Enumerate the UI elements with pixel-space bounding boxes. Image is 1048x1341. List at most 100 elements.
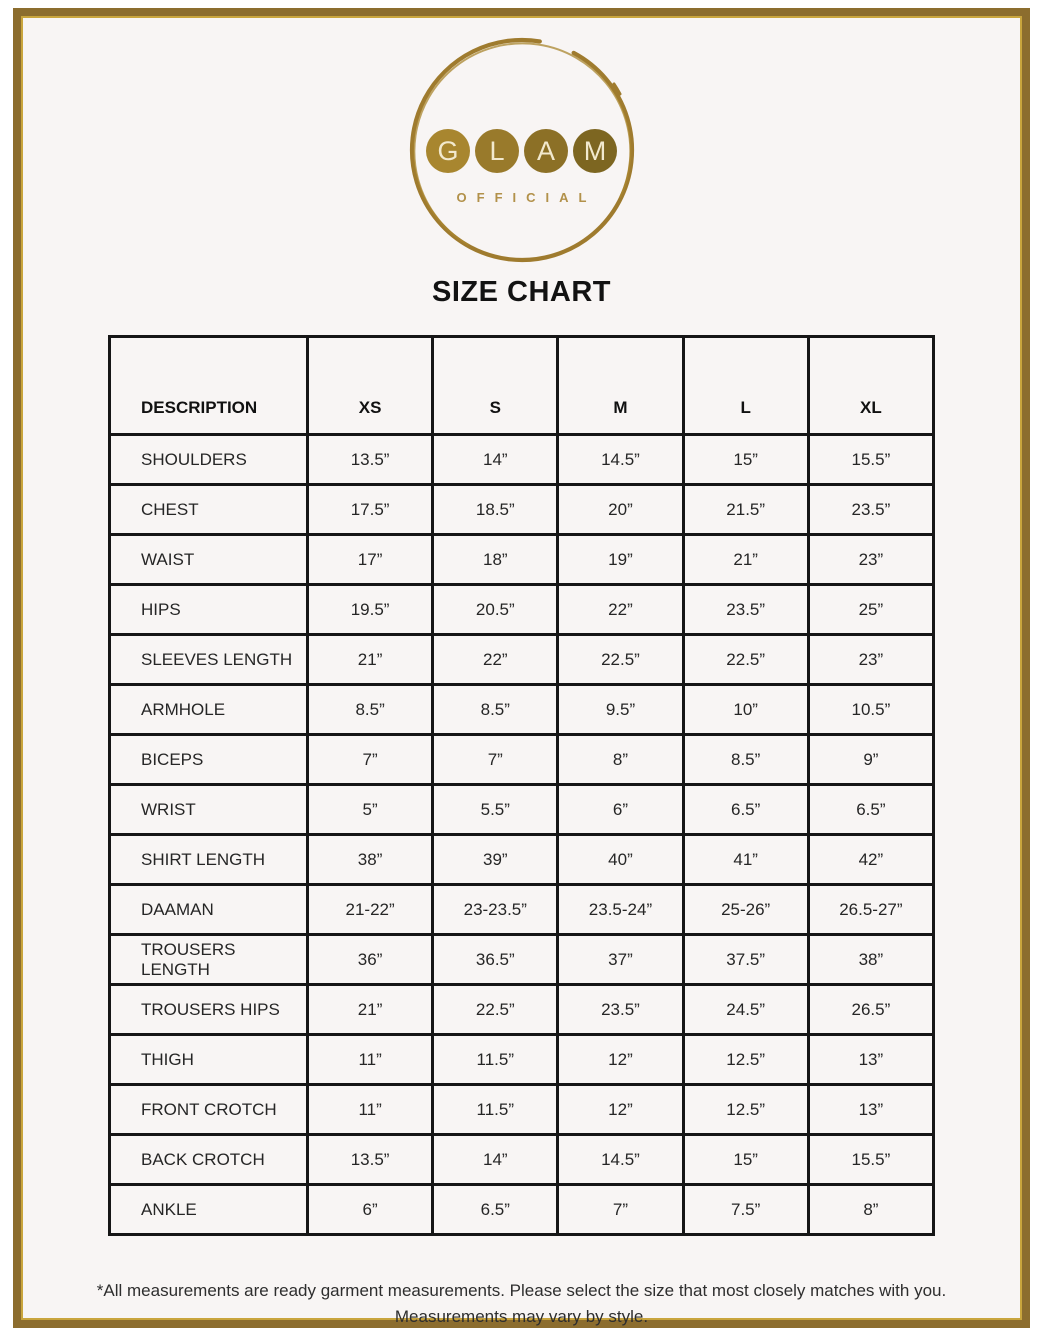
- table-row: CHEST 17.5” 18.5” 20” 21.5” 23.5”: [108, 483, 936, 536]
- page-frame: G L A M OFFICIAL SIZE CHART DESCRIPTION …: [13, 8, 1030, 1328]
- size-value-cell: 11.5”: [431, 1033, 560, 1086]
- size-value-cell: 23”: [806, 533, 936, 586]
- size-value-cell: 22”: [431, 633, 560, 686]
- size-value-cell: 17”: [305, 533, 435, 586]
- size-value-cell: 12.5”: [681, 1083, 810, 1136]
- size-table-body: SHOULDERS 13.5” 14” 14.5” 15” 15.5” CHEST 17.5”…: [108, 433, 936, 1236]
- table-row: ANKLE 6” 6.5” 7” 7.5” 8”: [108, 1183, 936, 1236]
- size-value-cell: 23-23.5”: [431, 883, 560, 936]
- size-value-cell: 38”: [305, 833, 435, 886]
- table-header-row: DESCRIPTION XS S M L XL: [108, 335, 936, 436]
- size-value-cell: 23.5”: [556, 983, 685, 1036]
- size-value-cell: 17.5”: [305, 483, 435, 536]
- size-value-cell: 8”: [806, 1183, 936, 1236]
- size-value-cell: 7”: [431, 733, 560, 786]
- footer-disclaimer: *All measurements are ready garment meas…: [21, 1278, 1022, 1329]
- logo-letter-circle: A: [524, 129, 568, 173]
- size-value-cell: 10”: [681, 683, 810, 736]
- size-value-cell: 22”: [556, 583, 685, 636]
- size-value-cell: 7.5”: [681, 1183, 810, 1236]
- page-title: SIZE CHART: [432, 276, 611, 308]
- size-value-cell: 13”: [806, 1033, 936, 1086]
- size-value-cell: 13.5”: [305, 1133, 435, 1186]
- size-value-cell: 24.5”: [681, 983, 810, 1036]
- size-value-cell: 11.5”: [431, 1083, 560, 1136]
- size-value-cell: 23.5”: [681, 583, 810, 636]
- size-value-cell: 12”: [556, 1033, 685, 1086]
- size-value-cell: 14”: [431, 1133, 560, 1186]
- column-header-s: S: [431, 335, 560, 436]
- size-value-cell: 15”: [681, 1133, 810, 1186]
- size-value-cell: 19”: [556, 533, 685, 586]
- row-label: CHEST: [108, 483, 309, 536]
- table-row: WAIST 17” 18” 19” 21” 23”: [108, 533, 936, 586]
- size-value-cell: 18”: [431, 533, 560, 586]
- table-row: TROUSERS HIPS 21” 22.5” 23.5” 24.5” 26.5”: [108, 983, 936, 1036]
- size-value-cell: 20.5”: [431, 583, 560, 636]
- footer-line-1: *All measurements are ready garment meas…: [96, 1281, 947, 1300]
- logo-letter: A: [536, 135, 555, 166]
- logo-letter-circle: L: [475, 129, 519, 173]
- row-label: BICEPS: [108, 733, 309, 786]
- logo-letter-circle: G: [426, 129, 470, 173]
- size-value-cell: 6”: [305, 1183, 435, 1236]
- size-value-cell: 21.5”: [681, 483, 810, 536]
- size-value-cell: 11”: [305, 1033, 435, 1086]
- size-value-cell: 14.5”: [556, 433, 685, 486]
- size-value-cell: 21”: [305, 633, 435, 686]
- footer-line-2: Measurements may vary by style.: [394, 1306, 649, 1326]
- column-header-xs: XS: [305, 335, 435, 436]
- logo-letter: L: [489, 135, 505, 166]
- size-value-cell: 36.5”: [431, 933, 560, 986]
- table-row: BICEPS 7” 7” 8” 8.5” 9”: [108, 733, 936, 786]
- logo-subtitle: OFFICIAL: [456, 190, 597, 205]
- size-value-cell: 11”: [305, 1083, 435, 1136]
- size-value-cell: 23.5-24”: [556, 883, 685, 936]
- size-value-cell: 8.5”: [681, 733, 810, 786]
- size-value-cell: 5.5”: [431, 783, 560, 836]
- row-label: THIGH: [108, 1033, 309, 1086]
- row-label: WRIST: [108, 783, 309, 836]
- size-value-cell: 38”: [806, 933, 936, 986]
- size-value-cell: 15”: [681, 433, 810, 486]
- size-value-cell: 19.5”: [305, 583, 435, 636]
- size-value-cell: 21”: [681, 533, 810, 586]
- row-label: HIPS: [108, 583, 309, 636]
- size-value-cell: 39”: [431, 833, 560, 886]
- row-label: SHOULDERS: [108, 433, 309, 486]
- size-value-cell: 23”: [806, 633, 936, 686]
- size-value-cell: 7”: [305, 733, 435, 786]
- size-value-cell: 21”: [305, 983, 435, 1036]
- size-value-cell: 5”: [305, 783, 435, 836]
- size-value-cell: 12”: [556, 1083, 685, 1136]
- size-value-cell: 6.5”: [681, 783, 810, 836]
- size-value-cell: 10.5”: [806, 683, 936, 736]
- logo-letter-circles: G L A M: [402, 129, 642, 173]
- size-value-cell: 7”: [556, 1183, 685, 1236]
- table-row: THIGH 11” 11.5” 12” 12.5” 13”: [108, 1033, 936, 1086]
- table-row: SHOULDERS 13.5” 14” 14.5” 15” 15.5”: [108, 433, 936, 486]
- size-value-cell: 21-22”: [305, 883, 435, 936]
- row-label: WAIST: [108, 533, 309, 586]
- size-value-cell: 8.5”: [431, 683, 560, 736]
- size-value-cell: 37.5”: [681, 933, 810, 986]
- size-value-cell: 23.5”: [806, 483, 936, 536]
- logo-letter: M: [583, 135, 607, 166]
- size-value-cell: 6”: [556, 783, 685, 836]
- size-value-cell: 8”: [556, 733, 685, 786]
- size-value-cell: 14”: [431, 433, 560, 486]
- table-row: DAAMAN 21-22” 23-23.5” 23.5-24” 25-26” 26.5-2…: [108, 883, 936, 936]
- size-value-cell: 42”: [806, 833, 936, 886]
- size-value-cell: 22.5”: [681, 633, 810, 686]
- logo-letter: G: [437, 135, 459, 166]
- table-row: HIPS 19.5” 20.5” 22” 23.5” 25”: [108, 583, 936, 636]
- size-value-cell: 15.5”: [806, 1133, 936, 1186]
- size-value-cell: 20”: [556, 483, 685, 536]
- column-header-description: DESCRIPTION: [108, 335, 309, 436]
- size-value-cell: 25”: [806, 583, 936, 636]
- size-value-cell: 13.5”: [305, 433, 435, 486]
- table-row: FRONT CROTCH 11” 11.5” 12” 12.5” 13”: [108, 1083, 936, 1136]
- size-value-cell: 37”: [556, 933, 685, 986]
- brand-logo: G L A M OFFICIAL: [402, 32, 642, 268]
- size-value-cell: 8.5”: [305, 683, 435, 736]
